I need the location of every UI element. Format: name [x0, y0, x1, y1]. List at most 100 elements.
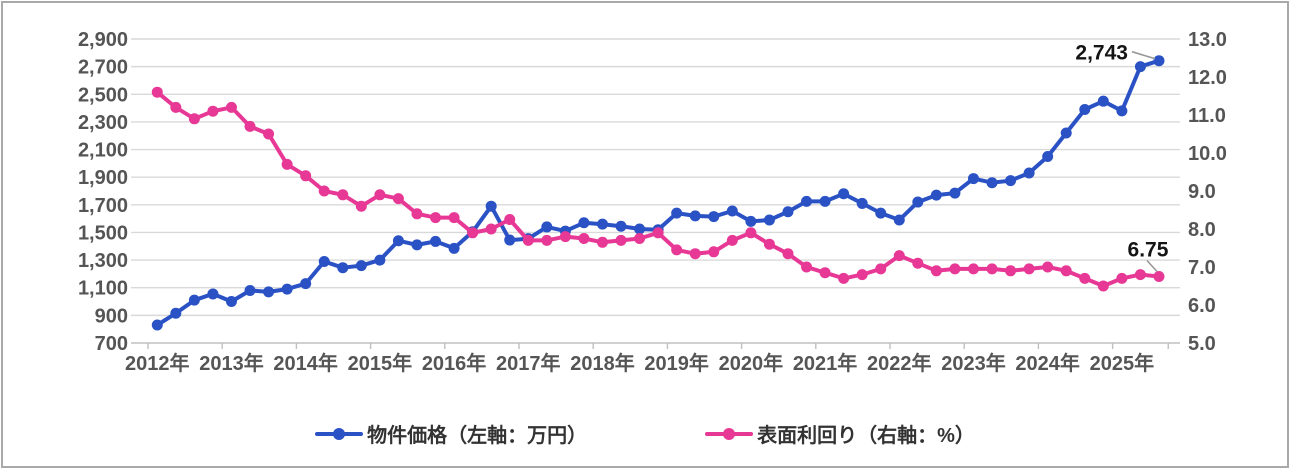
yield-data-point — [912, 257, 924, 269]
chart-legend: 物件価格（左軸：万円） 表面利回り（右軸：%） — [0, 419, 1290, 448]
yield-data-point — [1079, 272, 1091, 284]
y-left-axis-label: 1,100 — [78, 278, 128, 300]
yield-data-point — [151, 86, 163, 98]
yield-data-point — [541, 234, 553, 246]
price-data-point — [1042, 150, 1054, 162]
yield-data-point — [504, 214, 516, 225]
yield-data-point — [615, 234, 627, 246]
x-axis-year-label: 2019年 — [644, 351, 709, 375]
y-left-axis-label: 900 — [95, 305, 128, 327]
x-axis-year-label: 2014年 — [273, 351, 338, 375]
price-data-point — [838, 188, 850, 200]
price-data-point — [1134, 61, 1146, 73]
price-data-point — [1079, 103, 1091, 115]
y-right-axis-label: 6.0 — [1188, 295, 1216, 317]
price-data-point — [986, 177, 998, 189]
x-axis-year-label: 2015年 — [348, 351, 413, 375]
price-data-point — [615, 220, 627, 232]
legend-item-yield: 表面利回り（右軸：%） — [705, 419, 975, 448]
y-left-axis-label: 1,500 — [78, 222, 128, 244]
price-data-point — [893, 214, 905, 226]
price-data-point — [392, 235, 404, 247]
price-data-point — [207, 288, 219, 300]
y-right-axis-label: 12.0 — [1188, 67, 1227, 89]
yield-data-point — [263, 128, 275, 140]
yield-data-point — [374, 189, 386, 201]
legend-item-price: 物件価格（左軸：万円） — [315, 419, 587, 448]
yield-data-point — [337, 189, 349, 201]
yield-data-point — [485, 223, 497, 235]
price-data-point — [856, 197, 868, 209]
x-axis-year-label: 2025年 — [1090, 351, 1155, 375]
price-data-point — [541, 221, 553, 233]
price-data-point — [337, 262, 349, 274]
price-data-point — [188, 294, 200, 306]
price-data-point — [1060, 127, 1072, 139]
x-axis-year-label: 2012年 — [125, 351, 190, 375]
price-data-point — [596, 218, 608, 230]
price-series-marker-icon — [315, 427, 364, 440]
yield-data-point — [652, 227, 664, 239]
yield-annotation-label: 6.75 — [1128, 239, 1169, 262]
x-axis-year-label: 2022年 — [867, 351, 932, 375]
yield-data-point — [448, 212, 460, 224]
yield-data-point — [522, 234, 534, 246]
yield-data-point — [1042, 261, 1054, 273]
y-right-axis-label: 9.0 — [1188, 181, 1216, 203]
price-data-point — [634, 223, 646, 235]
price-data-point — [430, 235, 442, 247]
price-data-point — [875, 207, 887, 219]
price-data-point — [225, 296, 237, 308]
price-data-point — [281, 283, 293, 295]
price-data-point — [763, 214, 775, 226]
price-data-point — [318, 255, 330, 267]
yield-data-point — [708, 246, 720, 258]
x-axis-year-label: 2017年 — [496, 351, 561, 375]
yield-data-point — [634, 233, 646, 244]
yield-data-point — [856, 269, 868, 281]
price-annotation-leader — [1131, 50, 1156, 60]
y-left-axis-label: 2,100 — [78, 140, 128, 162]
yield-data-point — [467, 227, 479, 239]
price-data-point — [801, 195, 813, 207]
yield-data-point — [875, 263, 887, 275]
yield-data-point — [318, 185, 330, 197]
y-left-axis-label: 2,500 — [78, 84, 128, 106]
yield-data-point — [596, 236, 608, 248]
y-right-axis-label: 5.0 — [1188, 333, 1216, 355]
yield-data-point — [188, 113, 200, 125]
y-right-axis-label: 7.0 — [1188, 257, 1216, 279]
yield-data-point — [819, 267, 831, 279]
price-data-point — [448, 242, 460, 254]
x-axis-year-label: 2024年 — [1015, 351, 1080, 375]
yield-data-point — [1116, 272, 1128, 284]
price-data-point — [930, 189, 942, 201]
yield-data-point — [949, 263, 961, 275]
yield-data-point — [1060, 265, 1072, 277]
price-data-point — [1153, 55, 1165, 67]
yield-annotation-leader — [1146, 259, 1158, 273]
yield-data-point — [689, 248, 701, 260]
y-right-axis-label: 13.0 — [1188, 29, 1227, 51]
y-left-axis-label: 1,300 — [78, 250, 128, 272]
yield-data-point — [986, 263, 998, 275]
price-data-point — [504, 234, 516, 246]
yield-data-point — [745, 227, 757, 239]
yield-data-point — [559, 231, 571, 243]
legend-label-yield: 表面利回り（右軸：%） — [757, 425, 975, 447]
price-data-point — [374, 254, 386, 266]
price-data-point — [782, 206, 794, 218]
price-data-point — [263, 286, 275, 298]
yield-data-point — [207, 105, 219, 117]
price-data-point — [671, 207, 683, 219]
yield-data-point — [801, 261, 813, 273]
yield-data-point — [1153, 271, 1165, 282]
price-data-point — [1097, 95, 1109, 107]
yield-data-point — [244, 120, 256, 132]
y-left-axis-label: 2,300 — [78, 112, 128, 134]
price-data-point — [1005, 175, 1017, 187]
price-data-point — [1116, 105, 1128, 117]
yield-data-point — [967, 263, 979, 275]
price-data-point — [708, 211, 720, 223]
y-right-axis-label: 11.0 — [1188, 105, 1226, 127]
